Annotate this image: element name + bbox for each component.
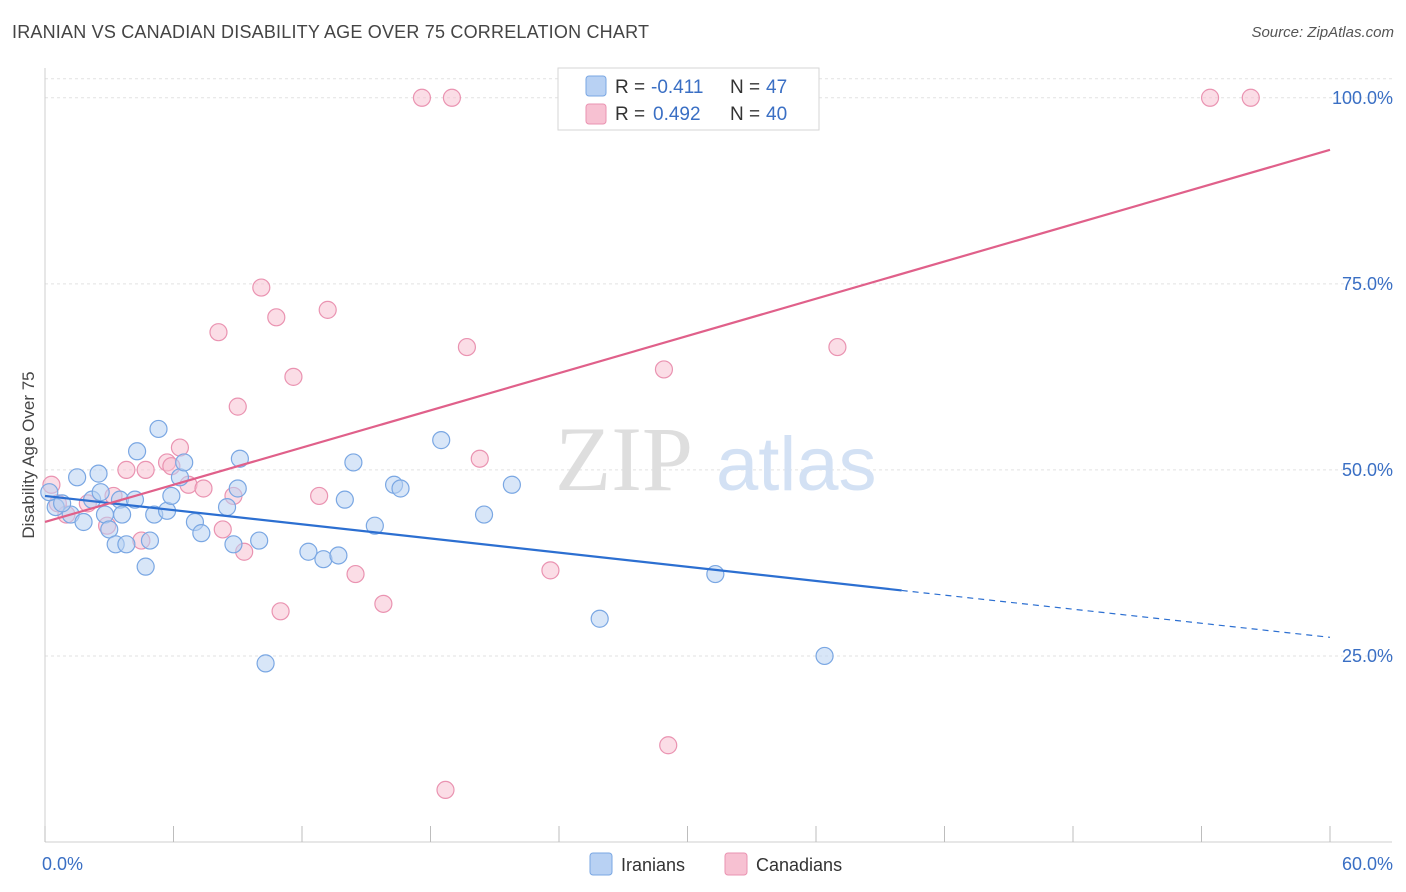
iranians-point: [250, 531, 269, 550]
iranians-trend-line: [44, 494, 902, 592]
legend-r-value-iranians: -0.411: [651, 77, 703, 98]
iranians-point: [175, 453, 194, 472]
iranians-point: [136, 557, 155, 576]
bottom-legend-swatch-iranians: [589, 852, 613, 876]
iranians-point: [502, 475, 521, 494]
iranians-point: [117, 535, 136, 554]
axes: [44, 68, 1392, 843]
y-tick-label-100: 100.0%: [1332, 88, 1393, 108]
x-tick-label-max: 60.0%: [1342, 854, 1393, 874]
canadians-point: [1241, 88, 1260, 107]
canadians-point: [209, 323, 228, 342]
legend-swatch-canadians: [585, 103, 607, 125]
iranians-point: [217, 497, 237, 517]
iranians-points: [40, 419, 834, 673]
trend-lines: [44, 148, 1331, 638]
canadians-point: [1200, 88, 1220, 107]
y-tick-label-25: 25.0%: [1342, 646, 1393, 666]
iranians-point: [590, 609, 609, 628]
canadians-point: [541, 561, 560, 580]
canadians-point: [194, 479, 213, 498]
iranians-point: [74, 512, 93, 532]
iranians-point: [706, 564, 725, 584]
iranians-point: [391, 479, 410, 498]
legend-n-label-canadians: N =: [730, 104, 760, 125]
iranians-point: [127, 442, 147, 461]
y-tick-labels: 25.0% 50.0% 75.0% 100.0%: [1332, 88, 1393, 666]
watermark-zip: ZIP: [555, 408, 693, 510]
watermark-atlas: atlas: [716, 422, 877, 507]
legend-n-value-iranians: 47: [766, 77, 787, 98]
stats-legend: R = -0.411 N = 47 R = 0.492 N = 40: [557, 67, 820, 131]
iranians-point: [256, 654, 275, 673]
canadians-point: [271, 602, 290, 621]
bottom-legend-label-canadians: Canadians: [756, 855, 842, 875]
iranians-trend-extension: [901, 589, 1331, 638]
iranians-point: [224, 535, 243, 554]
iranians-point: [314, 550, 333, 569]
iranians-point: [162, 486, 181, 506]
iranians-point: [140, 531, 160, 550]
bottom-legend-label-iranians: Iranians: [621, 855, 685, 875]
iranians-point: [89, 464, 108, 483]
series-legend: Iranians Canadians: [589, 852, 842, 876]
y-tick-label-50: 50.0%: [1342, 460, 1393, 480]
canadians-point: [346, 564, 365, 584]
chart-title: IRANIAN VS CANADIAN DISABILITY AGE OVER …: [12, 22, 650, 42]
canadians-point: [267, 308, 286, 327]
iranians-point: [192, 524, 211, 543]
canadians-point: [457, 337, 477, 357]
legend-n-value-canadians: 40: [766, 104, 787, 125]
canadians-point: [470, 449, 489, 468]
canadians-point: [213, 520, 232, 539]
iranians-point: [299, 542, 318, 561]
x-tick-label-min: 0.0%: [42, 854, 83, 874]
canadians-point: [136, 460, 155, 479]
canadians-point: [284, 367, 303, 386]
canadians-point: [374, 594, 393, 613]
legend-swatch-iranians: [585, 75, 607, 97]
iranians-point: [474, 505, 494, 524]
chart-source: Source: ZipAtlas.com: [1251, 24, 1394, 41]
y-axis-label: Disability Age Over 75: [19, 371, 38, 538]
canadians-point: [828, 337, 847, 357]
canadians-point: [318, 300, 337, 319]
iranians-point: [228, 479, 247, 498]
iranians-point: [149, 419, 168, 439]
bottom-legend-swatch-canadians: [724, 852, 748, 876]
legend-n-label-iranians: N =: [730, 77, 760, 98]
canadians-point: [228, 397, 247, 416]
canadians-point: [442, 88, 462, 107]
iranians-point: [344, 453, 363, 472]
canadians-point: [310, 486, 329, 506]
canadians-trend-line: [44, 148, 1331, 524]
iranians-point: [329, 546, 348, 565]
canadians-point: [252, 278, 271, 297]
iranians-point: [91, 483, 110, 502]
canadians-point: [117, 460, 136, 479]
legend-r-label-iranians: R =: [615, 77, 645, 98]
iranians-point: [230, 449, 249, 468]
canadians-point: [412, 88, 432, 107]
legend-r-label-canadians: R =: [615, 104, 645, 125]
iranians-point: [112, 505, 132, 524]
x-ticks: [44, 826, 1331, 842]
canadians-point: [436, 780, 455, 800]
iranians-point: [365, 516, 384, 535]
canadians-point: [659, 736, 678, 755]
iranians-point: [335, 490, 354, 509]
iranians-point: [68, 468, 87, 487]
iranians-point: [432, 431, 451, 450]
iranians-point: [815, 646, 834, 666]
canadians-point: [654, 360, 674, 379]
legend-r-value-canadians: 0.492: [653, 104, 701, 125]
y-tick-label-75: 75.0%: [1342, 274, 1393, 294]
